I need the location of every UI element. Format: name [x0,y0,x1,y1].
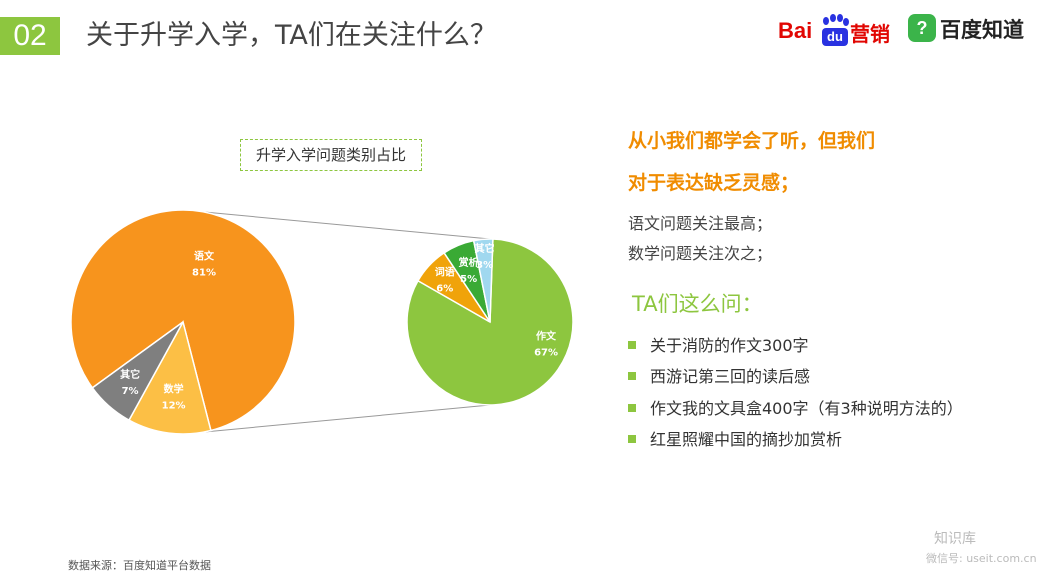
pie-charts: 语文 81% 数学 12% 其它 7% 作文 67% 词语 6% 赏析 5% 其它 3% [70,209,574,435]
insight-line-1: 语文问题关注最高； [628,214,773,233]
pie-label-value: 5% [460,274,477,285]
connector-line [182,404,491,435]
pie-label-category: 其它 [475,242,495,255]
bullet-square-icon [628,340,636,349]
insight-line-2: 数学问题关注次之； [628,244,773,263]
question-item: 西游记第三回的读后感 [628,363,810,387]
watermark-name: 知识库 [934,531,976,547]
data-source-note: 数据来源：百度知道平台数据 [68,559,211,572]
pie-slice-其它 [91,321,184,422]
question-item: 红星照耀中国的摘抄加赏析 [628,426,842,450]
pie-slice-语文 [70,209,296,432]
pie-label-category: 赏析 [459,256,479,269]
questions-subheading: TA们这么问： [632,292,763,316]
header: 02 关于升学入学，TA们在关注什么？ Bai du 营销 ? 百度知道 [0,0,1040,80]
question-text: 作文我的文具盒400字（有3种说明方法的） [650,399,963,418]
logo-baidu-text: Bai [778,18,813,43]
main-pie: 语文 81% 数学 12% 其它 7% [70,209,296,435]
connector-line [182,209,491,240]
section-number-badge: 02 [0,17,60,55]
question-mark-icon: ? [908,14,936,42]
logo-baidu-suffix: 营销 [850,22,890,46]
logo-baidu-du: du [822,28,848,46]
pie-label-value: 7% [122,386,139,397]
question-text: 关于消防的作文300字 [650,336,809,355]
pie-label-value: 6% [436,284,453,295]
pie-label-value: 81% [192,268,216,279]
page-title: 关于升学入学，TA们在关注什么？ [86,20,497,51]
paw-icon [823,14,849,26]
question-item: 作文我的文具盒400字（有3种说明方法的） [628,395,963,419]
logo-zhidao-text: 百度知道 [940,18,1024,42]
pie-slice-其它 [472,238,494,323]
pie-label-category: 数学 [164,382,184,395]
pie-label-value: 3% [476,260,493,271]
question-text: 西游记第三回的读后感 [650,367,811,386]
pie-label-value: 12% [162,400,186,411]
bullet-square-icon [628,434,636,443]
headline-line-1: 从小我们都学会了听，但我们 [628,130,876,152]
detail-pie: 作文 67% 词语 6% 赏析 5% 其它 3% [406,238,574,406]
pie-connector-lines [182,209,491,435]
pie-label-value: 67% [534,347,558,358]
bullet-square-icon [628,403,636,412]
pie-slice-数学 [128,319,212,435]
question-item: 关于消防的作文300字 [628,332,809,356]
question-text: 红星照耀中国的摘抄加赏析 [650,430,843,449]
watermark-id: 微信号: useit.com.cn [926,552,1037,565]
bullet-square-icon [628,371,636,380]
pie-label-category: 词语 [435,266,455,279]
pie-label-category: 作文 [536,329,557,342]
pie-label-category: 其它 [120,368,140,381]
headline-line-2: 对于表达缺乏灵感； [628,172,800,194]
chart-title: 升学入学问题类别占比 [240,139,422,171]
pie-label-category: 语文 [194,250,215,263]
